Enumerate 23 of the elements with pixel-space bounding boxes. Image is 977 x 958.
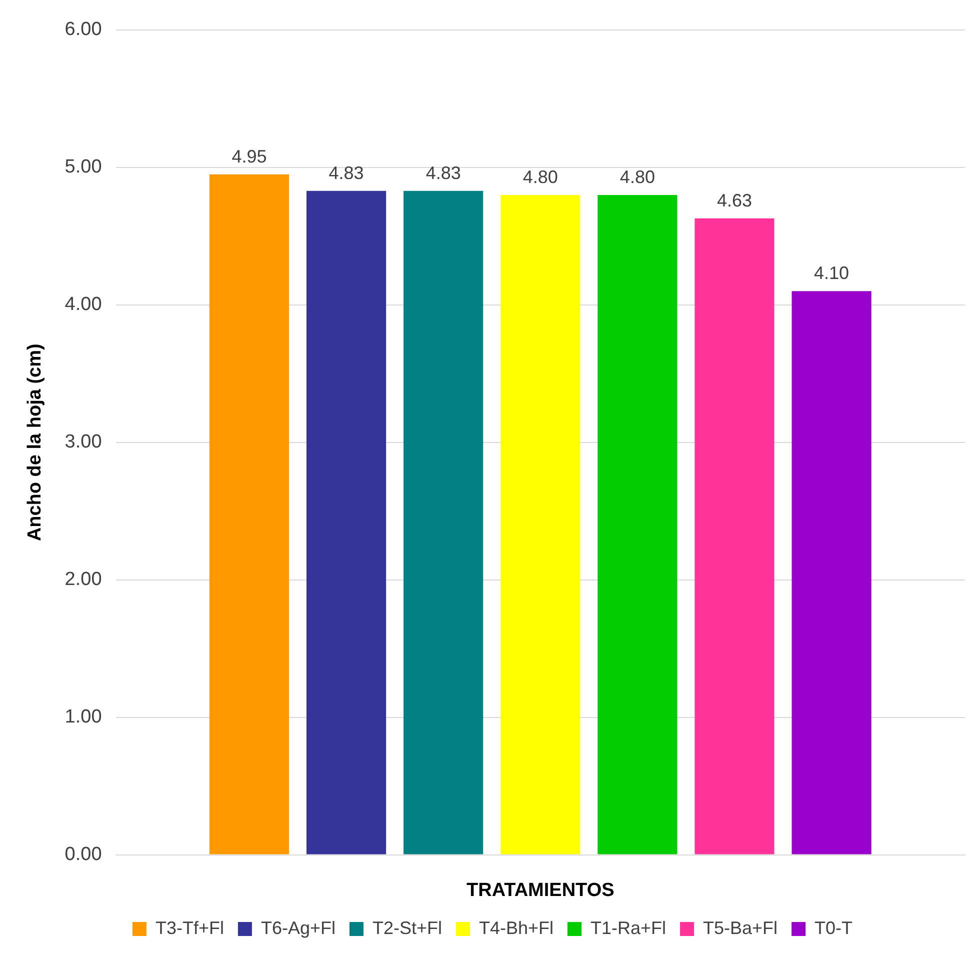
legend-label: T1-Ra+Fl: [590, 918, 666, 938]
data-label: 4.80: [620, 166, 655, 187]
legend-label: T2-St+Fl: [372, 918, 442, 938]
legend-label: T5-Ba+Fl: [703, 918, 778, 938]
legend-label: T0-T: [814, 918, 853, 938]
data-label: 4.95: [232, 146, 267, 166]
legend-label: T6-Ag+Fl: [260, 918, 336, 938]
data-label: 4.80: [522, 166, 558, 187]
legend-label: T3-Tf+Fl: [155, 918, 224, 938]
data-label: 4.63: [716, 190, 752, 210]
data-label: 4.83: [426, 162, 461, 183]
y-tick-label: 0.00: [64, 844, 102, 866]
data-label: 4.10: [814, 263, 850, 284]
y-tick-label: 4.00: [64, 294, 102, 316]
data-label: 4.83: [328, 162, 364, 183]
y-axis-title: Ancho de la hoja (cm): [24, 344, 46, 542]
y-tick-label: 5.00: [64, 156, 102, 178]
y-tick-label: 3.00: [64, 432, 102, 453]
y-tick-label: 1.00: [64, 706, 102, 728]
y-tick-label: 6.00: [64, 19, 102, 40]
y-tick-label: 2.00: [64, 569, 102, 590]
x-axis-title: TRATAMIENTOS: [466, 880, 614, 901]
legend-label: T4-Bh+Fl: [478, 918, 554, 938]
